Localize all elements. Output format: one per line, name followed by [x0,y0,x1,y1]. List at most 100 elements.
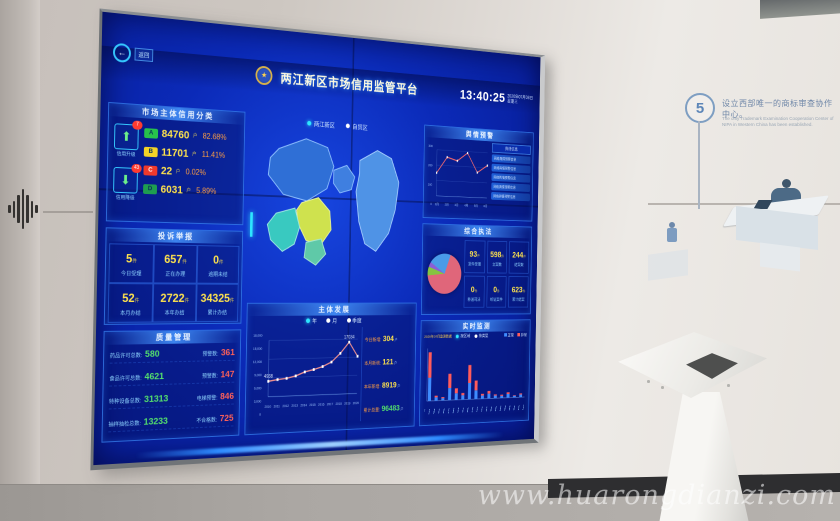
complaints-panel-title: 投诉举报 [106,228,243,245]
grade-badge: A [144,127,159,139]
radio-icon [456,334,460,339]
wall-step-number: 5 [685,93,715,123]
grade-badge: B [143,146,158,157]
back-button[interactable]: ← 返回 [112,42,154,65]
wall-step-text-en: The only Trademark Examination Cooperati… [722,116,834,127]
quality-row: 抽样抽检总数: 13233 不合格数: 725 [108,412,234,432]
svg-text:4938: 4938 [264,374,273,381]
screen-bezel: ← 返回 ★ 两江新区市场信用监管平台 13:40:25 2020年07月08日… [90,8,546,471]
back-arrow-icon[interactable]: ← [112,42,132,64]
dashboard: ← 返回 ★ 两江新区市场信用监管平台 13:40:25 2020年07月08日… [93,11,541,466]
legend-swatch-abnormal [517,332,521,337]
credit-row: C 22 户 0.02% [143,164,240,180]
svg-text:17034: 17034 [344,335,355,341]
stat-cell: 34325件 累计办结 [195,283,239,323]
list-item[interactable]: 网络舆情预警信息 [491,154,531,165]
credit-row: A 84760 户 82.68% [144,127,241,144]
wall-step-line [698,121,700,209]
monitor-radio-region[interactable]: 按区域 [456,334,470,339]
region-tab-liangjiang[interactable]: 两江新区 [307,118,335,129]
list-item[interactable]: 网络舆情预警信息 [491,163,531,174]
map-region-highlight[interactable] [296,197,332,245]
quality-row: 药品许可总数: 580 预警数: 361 [109,346,235,364]
service-desk-illustration [722,150,840,280]
map-region[interactable] [333,165,355,194]
credit-panel: 市场主体信用分类 ⬆ 7 信用升级 ⬇ [105,101,246,226]
right-column: 舆情预警 300 200 100 0 1月 2月 3月 4月 5月 6月 舆情信息 [418,124,534,434]
map-region[interactable] [355,149,399,251]
center-column: 两江新区 自贸区 [244,112,420,443]
quality-row: 食品许可总数: 4621 预警数: 147 [109,368,235,387]
map-zoom-slider[interactable] [249,212,253,237]
watermark: www.huarongdianzi.com [477,480,836,511]
stat-row: 今日新增: 304 户 [364,333,398,344]
person-icon [782,179,791,188]
radio-icon [474,334,478,338]
clock-weekday: 星期三 [507,98,518,105]
radio-icon [345,123,351,128]
wall-timeline-left [43,211,93,213]
stat-row: 累计总量: 96483 户 [363,403,404,414]
stat-cell: 2722件 本年办结 [152,283,197,323]
warning-list-header: 舆情信息 [491,143,531,155]
legend-swatch-normal [504,333,507,337]
stat-row: 本月新增: 121 户 [364,357,398,367]
steps-illustration [648,249,688,281]
downgrade-badge: 43 [131,163,142,174]
soundwave-icon [8,186,39,232]
list-item[interactable]: 网络舆情预警信息 [491,182,531,193]
left-wall-panel [0,0,40,521]
credit-row: B 11701 户 11.41% [143,145,241,162]
map-region[interactable] [268,136,334,202]
list-item[interactable]: 网络舆情预警信息 [491,173,531,183]
stat-cell: 657件 正在办理 [153,244,198,284]
district-map [251,126,417,292]
x-axis-ticks: 1月 2月 3月 4月 5月 6月 [434,202,488,209]
radio-icon [307,120,312,126]
legend: 正常 异常 [504,333,527,338]
radio-icon [306,318,311,324]
stat-cell: 598件 立案数 [486,240,508,274]
mode-radio-year[interactable]: 年 [306,317,317,325]
left-column: 市场主体信用分类 ⬆ 7 信用升级 ⬇ [101,101,246,451]
credit-upgrade-button[interactable]: ⬆ 7 [113,120,143,151]
back-label[interactable]: 返回 [134,47,154,63]
ceiling-shadow [760,0,840,19]
subject-growth-line-chart: 4938 17034 [264,335,362,405]
enforcement-pie-chart [427,253,462,294]
radio-icon [326,318,331,323]
mode-radio-quarter[interactable]: 季度 [346,316,362,324]
quality-panel: 质量管理 药品许可总数: 580 预警数: 361 食品许可总数: 4621 预警数:… [101,329,242,443]
stat-cell: 244件 结案数 [508,241,530,274]
enforcement-panel: 综合执法 93件 案件受理 598件 立案数 244件 结案数 0件 移送司法 0件 听证… [420,223,533,315]
grade-badge: C [143,164,158,176]
development-panel: 主体发展 年 月 季度 18,000 15,000 12,000 9,000 6,000… [244,302,417,436]
map-panel: 两江新区 自贸区 [247,112,420,297]
warning-list: 舆情信息 网络舆情预警信息 网络舆情预警信息 网络舆情预警信息 网络舆情预警信息… [489,143,531,218]
radio-icon [346,318,351,323]
region-tab-ftz[interactable]: 自贸区 [345,121,368,131]
person-figure-illustration [664,222,680,252]
list-item[interactable]: 网络舆情预警信息 [491,191,530,202]
upgrade-label: 信用升级 [116,151,136,159]
map-region[interactable] [267,207,300,252]
complaints-panel: 投诉举报 5件 今日受理 657件 正在办理 0件 [103,227,244,325]
monitor-panel: 实时监测 2020年07月监测数据 按区域 按类型 正常 异常 [418,319,531,427]
kiosk-stand [607,322,840,521]
emblem-icon: ★ [255,65,273,86]
stat-cell: 0件 移送司法 [463,275,485,308]
stat-cell: 5件 今日受理 [108,243,155,284]
downgrade-label: 信用降级 [115,194,135,202]
mode-radio-month[interactable]: 月 [326,316,338,325]
grade-badge: D [143,183,158,194]
warning-line-chart [433,139,490,204]
quality-row: 特种设备总数: 31313 电梯预警: 846 [108,390,235,409]
stat-cell: 93件 案件受理 [464,240,486,273]
stat-cell: 52件 本月办结 [107,283,154,323]
stat-cell: 623件 累计结案 [508,275,529,308]
upgrade-badge: 7 [132,120,143,130]
monitor-radio-type[interactable]: 按类型 [474,333,488,338]
warning-panel: 舆情预警 300 200 100 0 1月 2月 3月 4月 5月 6月 舆情信息 [422,124,534,222]
credit-downgrade-button[interactable]: ⬇ 43 [113,163,142,194]
